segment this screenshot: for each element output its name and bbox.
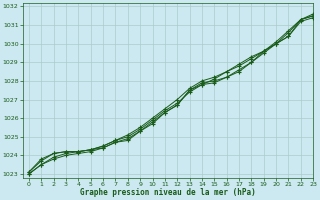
X-axis label: Graphe pression niveau de la mer (hPa): Graphe pression niveau de la mer (hPa) — [80, 188, 256, 197]
